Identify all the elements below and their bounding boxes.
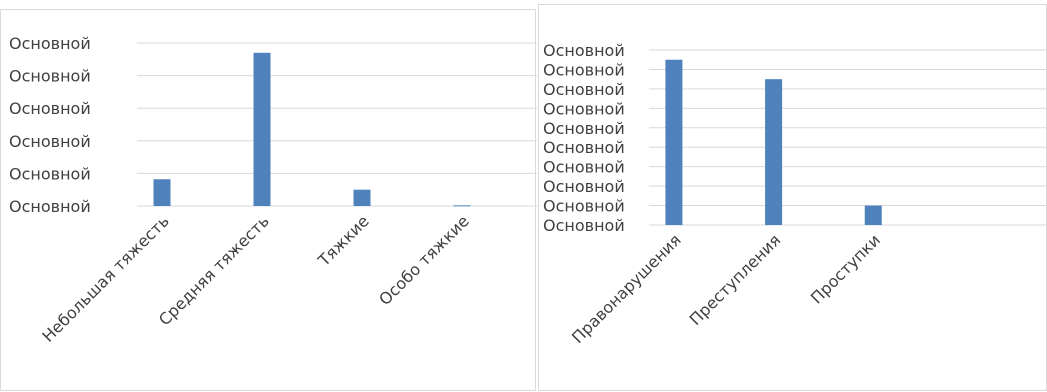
bar: [665, 59, 683, 225]
y-tick-label: Основной: [543, 177, 625, 196]
y-tick-label: Основной: [543, 60, 625, 79]
y-tick-label: Основной: [543, 138, 625, 157]
y-tick-label: Основной: [543, 158, 625, 177]
bar-chart-left: Основной Основной Основной Основной Основной…: [9, 34, 537, 346]
x-category-label: Особо тяжкие: [375, 211, 473, 309]
x-category-label: Тяжкие: [314, 211, 373, 270]
bar: [253, 52, 271, 206]
y-tick-label: Основной: [543, 80, 625, 99]
y-tick-label: Основной: [543, 197, 625, 216]
chart-panel-left: Основной Основной Основной Основной Основной…: [0, 9, 537, 391]
y-tick-label: Основной: [9, 99, 91, 118]
y-tick-label: Основной: [543, 216, 625, 235]
x-category-label: Преступления: [686, 230, 785, 329]
bar: [353, 189, 371, 206]
y-tick-label: Основной: [9, 34, 91, 53]
y-tick-label: Основной: [543, 99, 625, 118]
chart-panel-right: Основной Основной Основной Основной Основной…: [538, 4, 1047, 391]
y-tick-label: Основной: [543, 41, 625, 60]
bar: [153, 179, 171, 206]
bar: [765, 79, 783, 226]
y-tick-label: Основной: [9, 132, 91, 151]
x-category-label: Небольшая тяжесть: [38, 211, 172, 345]
y-tick-label: Основной: [9, 197, 91, 216]
bar-chart-right: ОсновнойОсновнойОсновнойОсновнойОсновной…: [543, 41, 1047, 347]
bar: [864, 205, 882, 225]
y-tick-label: Основной: [9, 67, 91, 86]
y-tick-label: Основной: [543, 119, 625, 138]
x-category-label: Проступки: [807, 230, 884, 307]
x-category-label: Правонарушения: [568, 230, 685, 347]
y-tick-label: Основной: [9, 164, 91, 183]
x-category-label: Средняя тяжесть: [155, 211, 273, 329]
bar: [453, 205, 471, 207]
